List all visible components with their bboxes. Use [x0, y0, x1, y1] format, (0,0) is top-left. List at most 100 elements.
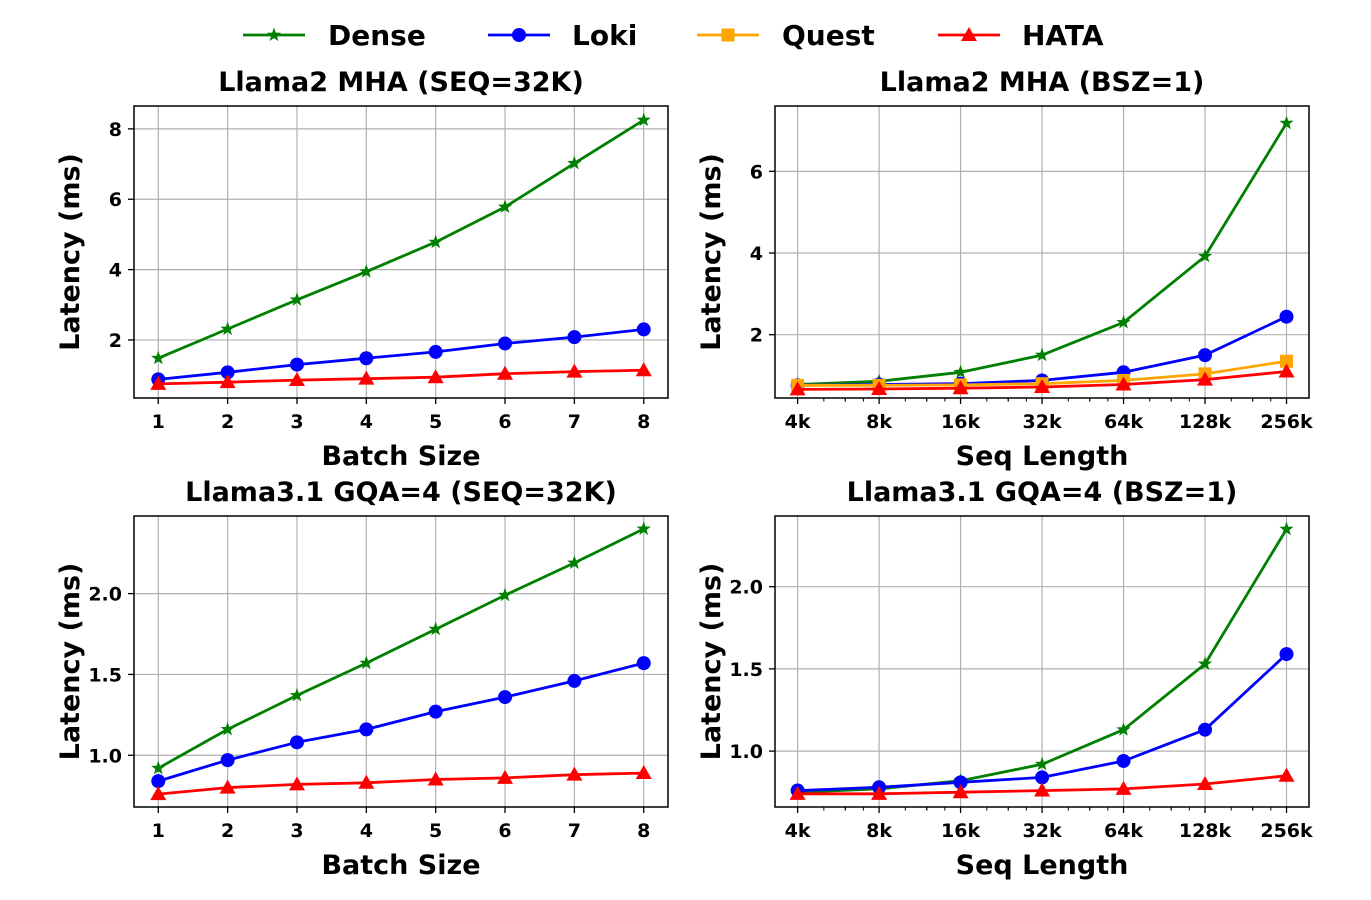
series-hata — [150, 765, 652, 801]
y-axis-label: Latency (ms) — [696, 153, 727, 351]
legend-label-loki: Loki — [572, 19, 637, 52]
point-loki-128k — [1198, 722, 1213, 737]
point-dense-3 — [289, 687, 305, 702]
point-hata-3 — [288, 372, 305, 387]
legend-label-hata: HATA — [1022, 19, 1104, 52]
point-hata-1 — [150, 375, 167, 390]
point-hata-4k — [789, 785, 806, 800]
point-hata-4 — [358, 774, 375, 789]
x-axis-label: Batch Size — [321, 850, 480, 881]
x-tick-label-4k: 4k — [785, 820, 811, 842]
point-hata-64k — [1115, 780, 1132, 795]
x-tick-label-16k: 16k — [941, 411, 980, 433]
chart-title: Llama2 MHA (BSZ=1) — [880, 67, 1205, 98]
point-hata-8k — [871, 381, 888, 396]
point-hata-32k — [1034, 782, 1051, 797]
x-tick-label-2: 2 — [221, 820, 234, 842]
series-hata — [789, 767, 1295, 800]
point-dense-256k — [1279, 115, 1294, 130]
legend-entry-dense: Dense — [243, 19, 426, 52]
chart-panel-llama2-mha-seq32k: Llama2 MHA (SEQ=32K) 1 2 3 4 5 6 7 8 2 4 6 8 Batch Si… — [0, 62, 690, 472]
series-loki — [151, 322, 651, 387]
series-dense — [151, 521, 651, 775]
x-tick-label-4: 4 — [360, 820, 373, 842]
axis-ticks: 4k 8k 16k 32k 64k 128k 256k 2 4 6 — [750, 161, 1313, 433]
x-tick-label-3: 3 — [290, 411, 303, 433]
point-loki-5 — [428, 704, 443, 719]
x-tick-label-8: 8 — [637, 411, 650, 433]
point-hata-8k — [871, 785, 888, 800]
axis-ticks: 4k 8k 16k 32k 64k 128k 256k 1.0 1.5 2.0 — [729, 577, 1313, 842]
point-hata-2 — [219, 779, 236, 794]
point-hata-256k — [1278, 363, 1295, 378]
y-tick-label-1-5: 1.5 — [729, 659, 763, 681]
plot-frame — [774, 515, 1310, 808]
x-tick-label-6: 6 — [498, 411, 511, 433]
point-hata-2 — [219, 374, 236, 389]
point-loki-7 — [567, 330, 582, 345]
point-dense-1 — [151, 760, 166, 775]
point-hata-16k — [952, 380, 969, 395]
x-tick-label-7: 7 — [568, 820, 581, 842]
y-axis-label: Latency (ms) — [55, 153, 86, 351]
point-quest-256k — [1280, 354, 1294, 368]
plot-frame — [133, 515, 669, 808]
point-hata-64k — [1115, 376, 1132, 391]
legend-entry-hata: HATA — [938, 19, 1104, 52]
point-hata-1 — [150, 786, 167, 801]
y-tick-label-4: 4 — [750, 243, 763, 265]
legend-entry-quest: Quest — [697, 19, 875, 52]
legend-marker-hata — [961, 27, 977, 41]
point-hata-4k — [789, 381, 806, 396]
point-dense-128k — [1197, 656, 1213, 670]
point-dense-32k — [1034, 347, 1050, 362]
x-axis-label: Batch Size — [321, 441, 480, 472]
x-tick-label-256k: 256k — [1260, 411, 1313, 433]
series-line-loki — [158, 328, 644, 381]
gridlines — [775, 106, 1309, 398]
point-hata-6 — [497, 769, 514, 784]
chart-title: Llama3.1 GQA=4 (SEQ=32K) — [185, 477, 617, 508]
gridlines — [775, 516, 1309, 807]
x-tick-label-128k: 128k — [1179, 820, 1232, 842]
point-loki-2 — [220, 753, 235, 768]
point-hata-32k — [1034, 378, 1051, 393]
point-loki-3 — [289, 735, 304, 750]
point-loki-32k — [1035, 770, 1050, 785]
point-hata-8 — [635, 362, 652, 377]
chart-title: Llama3.1 GQA=4 (BSZ=1) — [847, 477, 1238, 508]
point-dense-64k — [1116, 314, 1131, 329]
x-tick-label-7: 7 — [568, 411, 581, 433]
series-line-dense — [157, 118, 645, 360]
point-dense-7 — [567, 555, 582, 569]
x-axis-label: Seq Length — [956, 850, 1129, 881]
chart-legend: Dense Loki Quest HATA — [243, 19, 1104, 52]
x-tick-label-8k: 8k — [866, 820, 892, 842]
point-dense-128k — [1197, 248, 1213, 263]
point-dense-6 — [497, 199, 513, 213]
point-hata-8 — [635, 765, 652, 780]
point-dense-4 — [359, 264, 374, 278]
series-hata — [150, 362, 652, 390]
legend-marker-loki — [512, 28, 526, 42]
point-dense-1 — [151, 350, 166, 365]
point-dense-5 — [428, 234, 443, 249]
point-loki-5 — [428, 344, 443, 359]
point-loki-4 — [359, 722, 374, 737]
point-dense-32k — [1034, 756, 1050, 771]
x-tick-label-3: 3 — [290, 820, 303, 842]
point-dense-8 — [636, 112, 651, 127]
point-dense-3 — [289, 292, 305, 306]
point-loki-128k — [1198, 348, 1213, 363]
legend-label-dense: Dense — [328, 19, 426, 52]
x-tick-label-16k: 16k — [941, 820, 980, 842]
point-hata-128k — [1197, 775, 1214, 790]
axis-ticks: 1 2 3 4 5 6 7 8 2 4 6 8 — [109, 119, 651, 433]
point-hata-128k — [1197, 371, 1214, 386]
chart-panel-llama31-gqa4-seq32k: Llama3.1 GQA=4 (SEQ=32K) 1 2 3 4 5 6 7 8 1.0 1.5 2.… — [0, 472, 690, 900]
point-loki-256k — [1279, 309, 1294, 324]
point-loki-8 — [636, 656, 651, 671]
x-tick-label-64k: 64k — [1104, 820, 1143, 842]
y-tick-label-6: 6 — [750, 161, 763, 183]
point-loki-4 — [359, 351, 374, 366]
